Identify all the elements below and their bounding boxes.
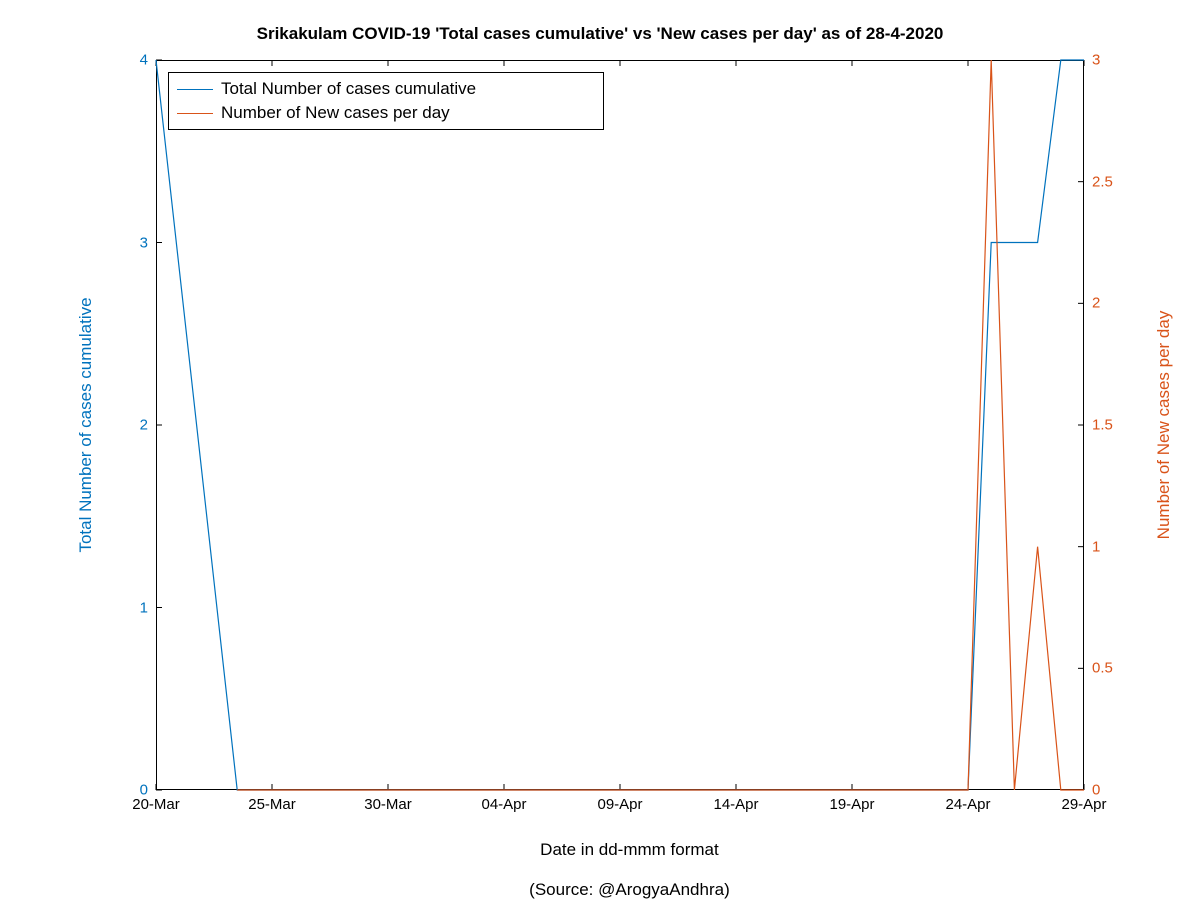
y-left-tick-label: 2 (140, 417, 148, 434)
x-tick-label: 29-Apr (1061, 796, 1106, 813)
y-left-tick-label: 1 (140, 599, 148, 616)
y-left-tick-label: 3 (140, 234, 148, 251)
x-tick-label: 19-Apr (829, 796, 874, 813)
x-tick-label: 30-Mar (364, 796, 412, 813)
x-axis-label: Date in dd-mmm format (Source: @ArogyaAn… (156, 820, 1084, 920)
y-left-tick-label: 0 (140, 782, 148, 799)
x-tick-label: 04-Apr (481, 796, 526, 813)
y-right-tick-label: 2.5 (1092, 173, 1113, 190)
legend: Total Number of cases cumulative Number o… (168, 72, 604, 130)
x-tick-label: 09-Apr (597, 796, 642, 813)
legend-label: Number of New cases per day (221, 103, 450, 123)
legend-item: Total Number of cases cumulative (177, 77, 595, 101)
chart-root: Srikakulam COVID-19 'Total cases cumulat… (0, 0, 1200, 898)
y-right-axis-label: Number of New cases per day (1154, 311, 1174, 540)
series-line (237, 60, 1084, 790)
x-axis-label-line2: (Source: @ArogyaAndhra) (529, 880, 730, 899)
x-tick-label: 24-Apr (945, 796, 990, 813)
x-tick-label: 20-Mar (132, 796, 180, 813)
y-right-tick-label: 0 (1092, 782, 1100, 799)
y-left-tick-label: 4 (140, 52, 148, 69)
x-tick-label: 25-Mar (248, 796, 296, 813)
y-right-tick-label: 1.5 (1092, 417, 1113, 434)
x-axis-label-line1: Date in dd-mmm format (540, 840, 719, 859)
legend-swatch (177, 113, 213, 114)
y-right-tick-label: 2 (1092, 295, 1100, 312)
plot-svg (0, 0, 1200, 898)
series-line (156, 60, 1084, 790)
y-right-tick-label: 3 (1092, 52, 1100, 69)
y-right-tick-label: 1 (1092, 538, 1100, 555)
x-tick-label: 14-Apr (713, 796, 758, 813)
legend-swatch (177, 89, 213, 90)
legend-item: Number of New cases per day (177, 101, 595, 125)
legend-label: Total Number of cases cumulative (221, 79, 476, 99)
y-left-axis-label: Total Number of cases cumulative (76, 297, 96, 552)
y-right-tick-label: 0.5 (1092, 660, 1113, 677)
